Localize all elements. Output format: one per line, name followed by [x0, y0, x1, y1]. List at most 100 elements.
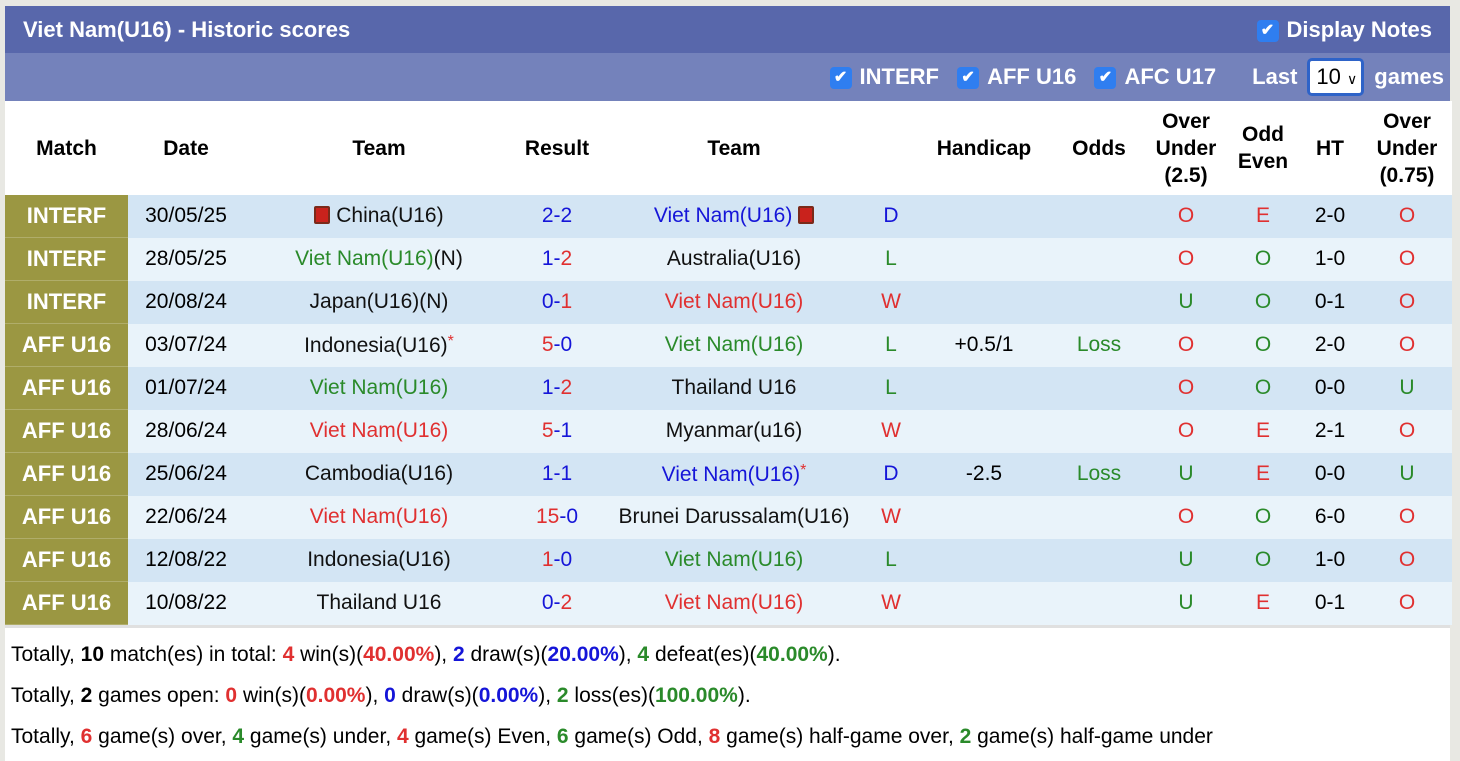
outcome-cell: W [868, 581, 914, 625]
score-separator: - [559, 505, 567, 528]
league-cell[interactable]: AFF U16 [5, 538, 128, 582]
home-team-cell[interactable]: Viet Nam(U16) [244, 366, 514, 410]
totals-text: game(s) over, [92, 725, 233, 748]
result-cell[interactable]: 2-2 [514, 195, 600, 238]
half-time-cell: 0-1 [1298, 280, 1362, 324]
result-cell[interactable]: 0-1 [514, 280, 600, 324]
result-cell[interactable]: 5-0 [514, 323, 600, 367]
away-team-cell[interactable]: Viet Nam(U16) [600, 195, 868, 238]
odds-cell [1054, 581, 1144, 625]
handicap-cell [914, 366, 1054, 410]
result-cell[interactable]: 0-2 [514, 581, 600, 625]
half-over-under-cell: O [1362, 195, 1452, 238]
totals-text: 4 [396, 725, 409, 748]
result-cell[interactable]: 15-0 [514, 495, 600, 539]
away-team-cell[interactable]: Brunei Darussalam(U16) [600, 495, 868, 539]
historic-scores-panel: Viet Nam(U16) - Historic scores ✔ Display… [5, 6, 1452, 761]
home-team-name: Viet Nam(U16) [295, 247, 434, 270]
odd-even-cell: O [1228, 237, 1298, 281]
away-team-cell[interactable]: Viet Nam(U16)* [600, 452, 868, 496]
filter-label: AFC U17 [1124, 64, 1217, 89]
totals-text: 2 [80, 684, 93, 707]
away-team-cell[interactable]: Myanmar(u16) [600, 409, 868, 453]
result-cell[interactable]: 1-0 [514, 538, 600, 582]
checkbox-checked-icon: ✔ [1094, 67, 1117, 89]
table-row: INTERF 28/05/25 Viet Nam(U16)(N) 1-2 Austral… [5, 237, 1452, 281]
filter-aff-u16-checkbox[interactable]: ✔ AFF U16 [957, 64, 1076, 90]
outcome-cell: L [868, 538, 914, 582]
checkbox-checked-icon: ✔ [829, 67, 852, 89]
league-cell[interactable]: INTERF [5, 195, 128, 238]
odds-cell [1054, 237, 1144, 281]
home-team-cell[interactable]: Viet Nam(U16) [244, 409, 514, 453]
filter-interf-checkbox[interactable]: ✔ INTERF [829, 64, 939, 90]
league-cell[interactable]: AFF U16 [5, 452, 128, 496]
outcome-cell: L [868, 366, 914, 410]
half-over-under-cell: O [1362, 237, 1452, 281]
league-cell[interactable]: AFF U16 [5, 495, 128, 539]
filter-afc-u17-checkbox[interactable]: ✔ AFC U17 [1094, 64, 1216, 90]
home-team-name: Viet Nam(U16) [309, 376, 449, 399]
home-team-name: Thailand U16 [316, 591, 442, 614]
table-row: AFF U16 25/06/24 Cambodia(U16) 1-1 Viet Nam(… [5, 452, 1452, 496]
result-cell[interactable]: 5-1 [514, 409, 600, 453]
result-cell[interactable]: 1-2 [514, 366, 600, 410]
totals-text: 0 [384, 684, 396, 707]
away-team-cell[interactable]: Australia(U16) [600, 237, 868, 281]
checkbox-checked-icon: ✔ [1256, 19, 1279, 42]
totals-line: Totally, 2 games open: 0 win(s)(0.00%), … [11, 675, 1444, 716]
home-team-cell[interactable]: Indonesia(U16) [244, 538, 514, 582]
last-games-select[interactable]: 10 ∨ [1307, 58, 1365, 96]
away-team-cell[interactable]: Viet Nam(U16) [600, 323, 868, 367]
column-header: Handicap [936, 136, 1032, 160]
away-score: 1 [560, 419, 573, 442]
league-cell[interactable]: INTERF [5, 280, 128, 324]
result-cell[interactable]: 1-2 [514, 237, 600, 281]
odd-even-cell: O [1228, 280, 1298, 324]
league-cell[interactable]: INTERF [5, 237, 128, 281]
totals-text: ). [737, 684, 751, 707]
score-separator: - [553, 376, 561, 399]
home-team-cell[interactable]: Viet Nam(U16)(N) [244, 237, 514, 281]
totals-text: game(s) half-game under [971, 725, 1213, 748]
result-cell[interactable]: 1-1 [514, 452, 600, 496]
away-score: 1 [560, 290, 573, 313]
half-over-under-cell: O [1362, 538, 1452, 582]
home-team-cell[interactable]: Viet Nam(U16) [244, 495, 514, 539]
table-header-row: Match Date Team Result Team Handicap Odds Over … [5, 101, 1452, 195]
league-cell[interactable]: AFF U16 [5, 323, 128, 367]
home-team-cell[interactable]: Japan(U16)(N) [244, 280, 514, 324]
home-team-cell[interactable]: China(U16) [244, 195, 514, 238]
league-cell[interactable]: AFF U16 [5, 366, 128, 410]
totals-text: 6 [556, 725, 569, 748]
totals-text: 6 [80, 725, 93, 748]
home-score: 0 [541, 290, 554, 313]
home-team-cell[interactable]: Indonesia(U16)* [244, 323, 514, 367]
league-cell[interactable]: AFF U16 [5, 409, 128, 453]
display-notes-checkbox[interactable]: ✔ Display Notes [1256, 17, 1432, 43]
over-under-cell: O [1144, 237, 1228, 281]
home-team-cell[interactable]: Cambodia(U16) [244, 452, 514, 496]
away-score: 2 [560, 376, 573, 399]
half-over-under-cell: U [1362, 452, 1452, 496]
away-team-name: Viet Nam(U16) [664, 548, 804, 571]
date-cell: 20/08/24 [128, 280, 244, 324]
filter-label: INTERF [859, 64, 939, 89]
over-under-cell: U [1144, 280, 1228, 324]
totals-text: Totally, [11, 684, 81, 707]
column-header [868, 101, 914, 195]
home-score: 1 [541, 548, 554, 571]
totals-text: ), [538, 684, 557, 707]
league-cell[interactable]: AFF U16 [5, 581, 128, 625]
away-team-cell[interactable]: Thailand U16 [600, 366, 868, 410]
away-team-cell[interactable]: Viet Nam(U16) [600, 538, 868, 582]
panel-header: Viet Nam(U16) - Historic scores ✔ Display… [5, 6, 1450, 53]
totals-text: 20.00% [547, 643, 619, 666]
away-team-cell[interactable]: Viet Nam(U16) [600, 280, 868, 324]
home-team-cell[interactable]: Thailand U16 [244, 581, 514, 625]
away-team-cell[interactable]: Viet Nam(U16) [600, 581, 868, 625]
totals-text: Totally, [11, 643, 81, 666]
column-header: Odd Even [1237, 123, 1289, 173]
odd-even-cell: E [1228, 581, 1298, 625]
date-cell: 10/08/22 [128, 581, 244, 625]
